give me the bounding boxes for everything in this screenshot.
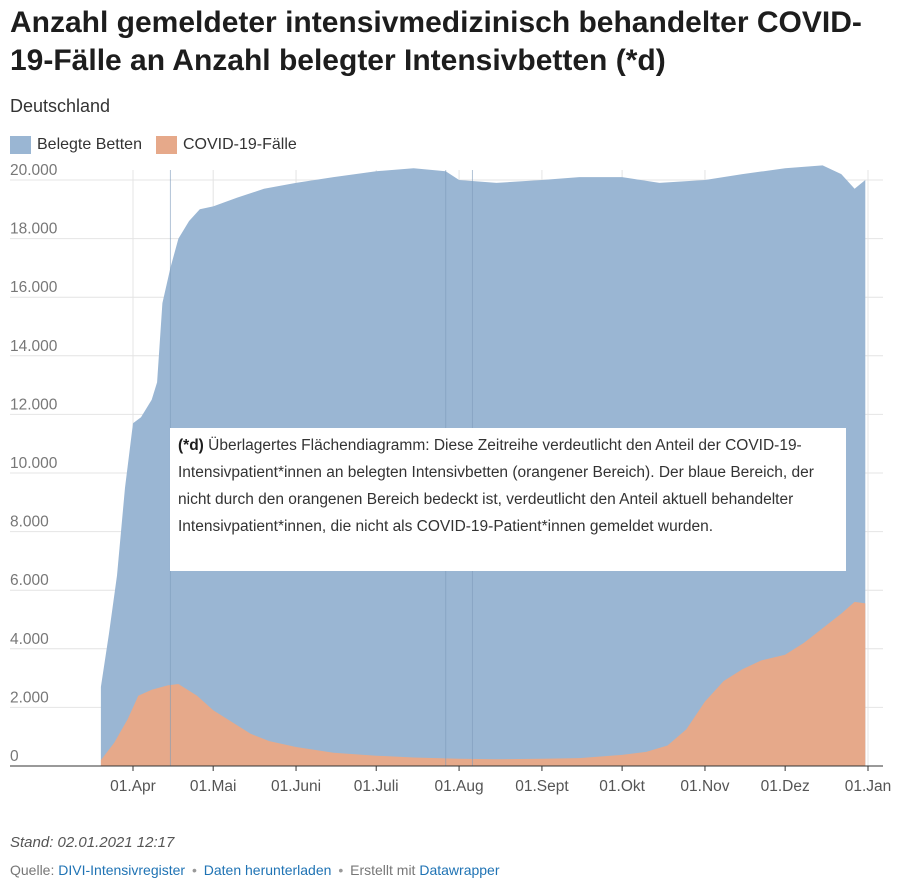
y-tick-label: 14.000 bbox=[10, 338, 58, 355]
footer-stand: Stand: 02.01.2021 12:17 bbox=[10, 834, 175, 851]
x-tick-label: 01.Juli bbox=[354, 778, 399, 795]
legend-item-covid: COVID-19-Fälle bbox=[155, 136, 297, 154]
y-tick-label: 0 bbox=[10, 748, 19, 765]
x-tick-label: 01.Jan bbox=[845, 778, 892, 795]
annotation-box: (*d) Überlagertes Flächendiagramm: Diese… bbox=[170, 428, 846, 571]
source-link[interactable]: DIVI-Intensivregister bbox=[58, 862, 186, 878]
y-tick-label: 6.000 bbox=[10, 572, 49, 589]
footer-source: Quelle: DIVI-Intensivregister • Daten he… bbox=[10, 862, 500, 878]
legend: Belegte Betten COVID-19-Fälle bbox=[10, 136, 311, 154]
x-tick-label: 01.Nov bbox=[680, 778, 729, 795]
y-tick-label: 16.000 bbox=[10, 279, 58, 296]
x-tick-label: 01.Dez bbox=[761, 778, 810, 795]
y-tick-label: 8.000 bbox=[10, 514, 49, 531]
y-tick-label: 18.000 bbox=[10, 221, 58, 238]
x-tick-label: 01.Apr bbox=[110, 778, 156, 795]
annotation-lead: (*d) bbox=[178, 437, 204, 454]
x-tick-label: 01.Juni bbox=[271, 778, 321, 795]
legend-label-beds: Belegte Betten bbox=[37, 136, 142, 153]
separator-dot: • bbox=[338, 862, 344, 878]
chart-title: Anzahl gemeldeter intensivmedizinisch be… bbox=[10, 6, 862, 77]
y-tick-label: 4.000 bbox=[10, 631, 49, 648]
datawrapper-link[interactable]: Datawrapper bbox=[419, 862, 500, 878]
x-tick-label: 01.Sept bbox=[515, 778, 569, 795]
chart-subtitle: Deutschland bbox=[10, 96, 111, 116]
y-tick-label: 20.000 bbox=[10, 162, 58, 179]
x-tick-label: 01.Aug bbox=[435, 778, 484, 795]
x-tick-label: 01.Okt bbox=[599, 778, 645, 795]
created-label: Erstellt mit bbox=[350, 862, 416, 878]
source-label: Quelle: bbox=[10, 862, 55, 878]
x-tick-label: 01.Mai bbox=[190, 778, 237, 795]
legend-swatch-covid bbox=[155, 136, 177, 154]
y-tick-label: 12.000 bbox=[10, 396, 58, 413]
legend-label-covid: COVID-19-Fälle bbox=[182, 136, 297, 153]
y-tick-label: 10.000 bbox=[10, 455, 58, 472]
y-tick-label: 2.000 bbox=[10, 689, 49, 706]
legend-item-beds: Belegte Betten bbox=[10, 136, 142, 154]
annotation-text: Überlagertes Flächendiagramm: Diese Zeit… bbox=[178, 437, 814, 535]
separator-dot: • bbox=[191, 862, 197, 878]
area-series-covid bbox=[100, 601, 866, 766]
legend-swatch-beds bbox=[10, 136, 31, 154]
download-data-link[interactable]: Daten herunterladen bbox=[203, 862, 332, 878]
